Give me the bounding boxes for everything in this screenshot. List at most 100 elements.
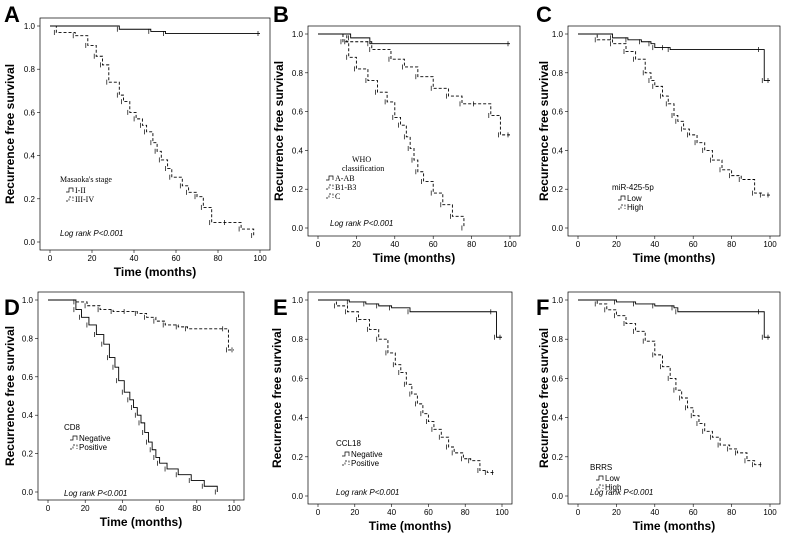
y-tick-label: 0.8 [552,69,564,78]
y-tick-label: 0.6 [292,374,304,383]
series-c [318,33,465,228]
x-tick-label: 20 [612,508,621,517]
y-tick-label: 0.8 [292,335,304,344]
legend-label: Low [605,474,620,483]
y-tick-label: 1.0 [292,30,304,39]
panel-d: D 0.0 0.2 0.4 0.6 0.8 1.0 0 20 40 60 80 100 Time (mon… [3,291,245,529]
logrank-annotation: Log rank P<0.001 [330,219,393,228]
y-tick-label: 0.0 [292,492,304,501]
y-tick-label: 0.4 [24,152,36,161]
x-tick-label: 60 [689,240,698,249]
x-tick-label: 0 [48,254,53,263]
y-tick-label: 0.4 [552,146,564,155]
legend-title: miR-425-5p [612,183,654,192]
y-tick-label: 0.2 [292,185,304,194]
x-tick-label: 0 [46,504,51,513]
legend-label: I-II [75,186,86,195]
plot-frame [307,291,513,505]
plot-frame [39,17,271,251]
x-tick-label: 0 [576,240,581,249]
legend-label: Low [627,194,642,203]
series-negative [318,299,502,338]
x-tick-label: 100 [763,508,777,517]
series-i-ii [50,25,260,35]
y-tick-label: 0.4 [292,414,304,423]
x-tick-label: 60 [689,508,698,517]
series-b1-b3 [318,33,510,136]
legend-title: Masaoka's stage [60,175,112,184]
legend-label: A-AB [335,174,355,183]
x-tick-label: 20 [612,240,621,249]
y-tick-label: 0.4 [552,414,564,423]
x-tick-label: 80 [727,508,736,517]
y-axis-title: Recurrence free survival [270,328,284,468]
x-tick-label: 40 [650,508,659,517]
plot-frame [567,291,781,505]
x-tick-label: 60 [155,504,164,513]
y-tick-label: 0.2 [552,185,564,194]
y-axis-title: Recurrence free survival [3,326,17,466]
logrank-annotation: Log rank P<0.001 [590,488,653,497]
panel-letter: E [273,295,288,320]
legend-swatch [342,460,350,466]
y-tick-label: 0.6 [22,373,34,382]
legend-title: WHO [352,155,371,164]
y-tick-label: 0.8 [292,69,304,78]
panel-letter: C [536,2,552,27]
x-tick-label: 80 [727,240,736,249]
legend-swatch [618,195,626,201]
y-tick-label: 0.8 [552,335,564,344]
y-tick-label: 0.8 [22,334,34,343]
x-tick-label: 60 [172,254,181,263]
y-tick-label: 0.0 [292,224,304,233]
y-tick-label: 1.0 [292,296,304,305]
legend-label: Positive [351,459,380,468]
legend-label: Positive [79,443,108,452]
y-axis-title: Recurrence free survival [272,61,286,201]
series-positive [318,299,495,473]
y-axis-title: Recurrence free survival [3,64,17,204]
x-tick-label: 80 [461,508,470,517]
logrank-annotation: Log rank P<0.001 [336,488,399,497]
y-tick-label: 0.2 [22,450,34,459]
legend-label: Negative [79,434,111,443]
x-axis-title: Time (months) [633,519,715,533]
y-tick-label: 0.6 [552,108,564,117]
plot-frame [307,25,521,237]
x-tick-label: 80 [214,254,223,263]
x-axis-title: Time (months) [114,265,196,279]
panel-b: B 0.0 0.2 0.4 0.6 0.8 1.0 0 20 40 60 80 100 Time (mon… [272,2,521,265]
x-tick-label: 40 [118,504,127,513]
panel-letter: F [536,295,549,320]
x-tick-label: 20 [352,240,361,249]
y-tick-label: 1.0 [24,22,36,31]
x-tick-label: 20 [88,254,97,263]
y-tick-label: 0.2 [292,453,304,462]
y-tick-label: 0.6 [24,108,36,117]
y-tick-label: 0.0 [24,238,36,247]
legend-title: CD8 [64,423,81,432]
y-tick-label: 0.8 [24,65,36,74]
series-iii-iv [50,25,255,236]
series-low [578,299,770,338]
logrank-annotation: Log rank P<0.001 [64,489,127,498]
legend-title: classification [342,164,384,173]
x-tick-label: 80 [467,240,476,249]
x-tick-label: 100 [763,240,777,249]
panel-letter: B [273,2,289,27]
legend-title: CCL18 [336,439,361,448]
x-tick-label: 0 [316,240,321,249]
x-tick-label: 0 [316,508,321,517]
legend-swatch [70,444,78,450]
series-positive [48,299,234,351]
x-tick-label: 40 [390,240,399,249]
y-axis-title: Recurrence free survival [537,328,551,468]
y-tick-label: 0.6 [292,108,304,117]
x-tick-label: 20 [81,504,90,513]
legend-title: BRRS [590,463,612,472]
panel-a: A 0.0 0.2 0.4 0.6 0.8 1.0 0 20 40 60 80 100 Time (mon… [3,2,271,279]
legend-swatch [66,187,74,193]
x-tick-label: 40 [130,254,139,263]
panel-letter: D [4,295,20,320]
